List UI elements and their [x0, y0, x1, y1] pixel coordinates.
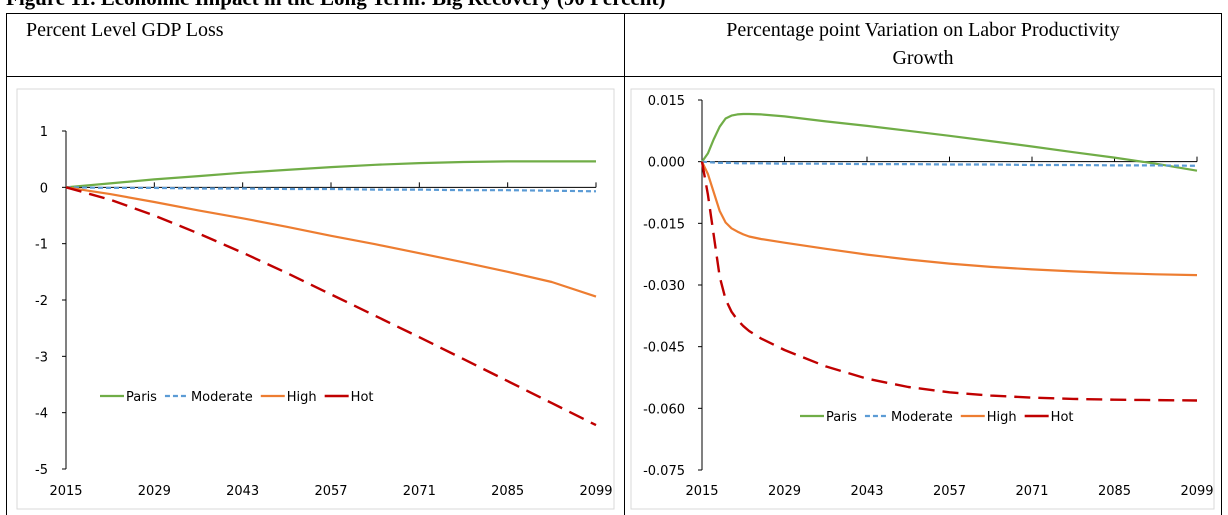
legend-label-moderate: Moderate: [191, 390, 253, 405]
y-tick-label: 0.000: [648, 156, 685, 171]
series-line-hot: [700, 161, 1198, 402]
x-tick-label: 2057: [314, 484, 347, 499]
series-line-paris: [65, 160, 596, 189]
panel-title-gdp-loss: Percent Level GDP Loss: [26, 19, 224, 41]
x-tick-label: 2085: [491, 484, 524, 499]
y-tick-label: -0.075: [643, 464, 685, 479]
x-tick-label: 2015: [49, 484, 82, 499]
legend-label-high: High: [287, 390, 317, 405]
x-tick-label: 2029: [768, 484, 801, 499]
panel-title-labor-productivity: Percentage point Variation on Labor Prod…: [625, 16, 1221, 72]
x-tick-label: 2071: [403, 484, 436, 499]
table-border-top: [6, 13, 1222, 14]
chart-area-border: [16, 88, 615, 510]
legend-label-moderate: Moderate: [891, 410, 953, 425]
series-line-moderate: [701, 160, 1198, 167]
y-tick-label: -0.015: [643, 217, 685, 232]
legend-label-paris: Paris: [126, 390, 157, 405]
x-tick-label: 2015: [685, 484, 718, 499]
legend-label-paris: Paris: [826, 410, 857, 425]
panel-title-line2: Growth: [892, 47, 954, 69]
legend-label-hot: Hot: [1051, 410, 1074, 425]
y-tick-label: 0.015: [648, 94, 685, 109]
x-tick-label: 2043: [226, 484, 259, 499]
legend-label-high: High: [987, 410, 1017, 425]
x-tick-label: 2029: [138, 484, 171, 499]
x-tick-label: 2057: [933, 484, 966, 499]
table-border-mid: [6, 76, 1222, 77]
y-tick-label: -0.030: [643, 279, 685, 294]
chart-area-border: [630, 88, 1215, 510]
y-tick-label: -0.060: [643, 402, 685, 417]
y-tick-label: -4: [35, 407, 48, 422]
y-tick-label: -0.045: [643, 341, 685, 356]
series-line-high: [65, 186, 597, 298]
panel-title-line1: Percentage point Variation on Labor Prod…: [726, 19, 1120, 41]
table-border-center: [624, 13, 625, 515]
chart-legend: Paris Moderate High Hot: [100, 390, 374, 405]
x-tick-label: 2085: [1098, 484, 1131, 499]
y-tick-label: 0: [40, 181, 48, 196]
x-tick-label: 2043: [850, 484, 883, 499]
series-line-high: [701, 161, 1198, 277]
series-line-moderate: [65, 186, 597, 193]
x-tick-label: 2071: [1015, 484, 1048, 499]
chart-series: [700, 112, 1198, 402]
series-line-paris: [701, 112, 1198, 172]
y-tick-label: -3: [35, 350, 48, 365]
x-tick-label: 2099: [579, 484, 612, 499]
y-tick-label: 1: [40, 125, 48, 140]
figure-caption: Figure 11. Economic Impact in the Long T…: [6, 0, 1222, 11]
chart-axes: 0.015 0.000 -0.015 -0.030 -0.045 -0.060 -0.075…: [643, 94, 1213, 499]
y-tick-label: -5: [35, 463, 48, 478]
series-line-hot: [65, 186, 597, 427]
y-tick-label: -2: [35, 294, 48, 309]
table-border-right: [1221, 13, 1222, 515]
legend-label-hot: Hot: [351, 390, 374, 405]
table-border-left: [6, 13, 7, 515]
chart-legend: Paris Moderate High Hot: [800, 410, 1074, 425]
y-tick-label: -1: [35, 238, 48, 253]
chart-series: [65, 160, 597, 427]
x-tick-label: 2099: [1180, 484, 1213, 499]
